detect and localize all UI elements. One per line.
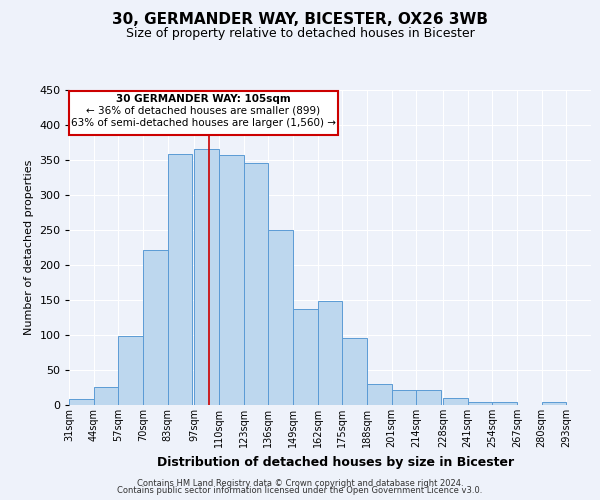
- Text: 63% of semi-detached houses are larger (1,560) →: 63% of semi-detached houses are larger (…: [71, 118, 336, 128]
- Bar: [194, 150, 219, 405]
- Text: 30, GERMANDER WAY, BICESTER, OX26 3WB: 30, GERMANDER WAY, BICESTER, OX26 3WB: [112, 12, 488, 28]
- Bar: [416, 390, 441, 405]
- Bar: [244, 163, 268, 405]
- Bar: [367, 384, 392, 405]
- Bar: [343, 338, 367, 405]
- Bar: [118, 336, 143, 405]
- Bar: [268, 230, 293, 405]
- Text: ← 36% of detached houses are smaller (899): ← 36% of detached houses are smaller (89…: [86, 106, 320, 116]
- Bar: [443, 398, 467, 405]
- Text: Size of property relative to detached houses in Bicester: Size of property relative to detached ho…: [125, 28, 475, 40]
- Text: Distribution of detached houses by size in Bicester: Distribution of detached houses by size …: [157, 456, 515, 469]
- Bar: [542, 402, 566, 405]
- Bar: [143, 250, 168, 405]
- Bar: [168, 154, 193, 405]
- Bar: [69, 400, 94, 405]
- Bar: [293, 309, 317, 405]
- Bar: [467, 402, 492, 405]
- Bar: [94, 387, 118, 405]
- Text: Contains public sector information licensed under the Open Government Licence v3: Contains public sector information licen…: [118, 486, 482, 495]
- Text: 30 GERMANDER WAY: 105sqm: 30 GERMANDER WAY: 105sqm: [116, 94, 291, 104]
- Bar: [219, 155, 244, 405]
- Bar: [392, 390, 416, 405]
- Bar: [492, 402, 517, 405]
- Text: Contains HM Land Registry data © Crown copyright and database right 2024.: Contains HM Land Registry data © Crown c…: [137, 478, 463, 488]
- Y-axis label: Number of detached properties: Number of detached properties: [24, 160, 34, 335]
- Bar: [317, 302, 343, 405]
- FancyBboxPatch shape: [69, 92, 338, 136]
